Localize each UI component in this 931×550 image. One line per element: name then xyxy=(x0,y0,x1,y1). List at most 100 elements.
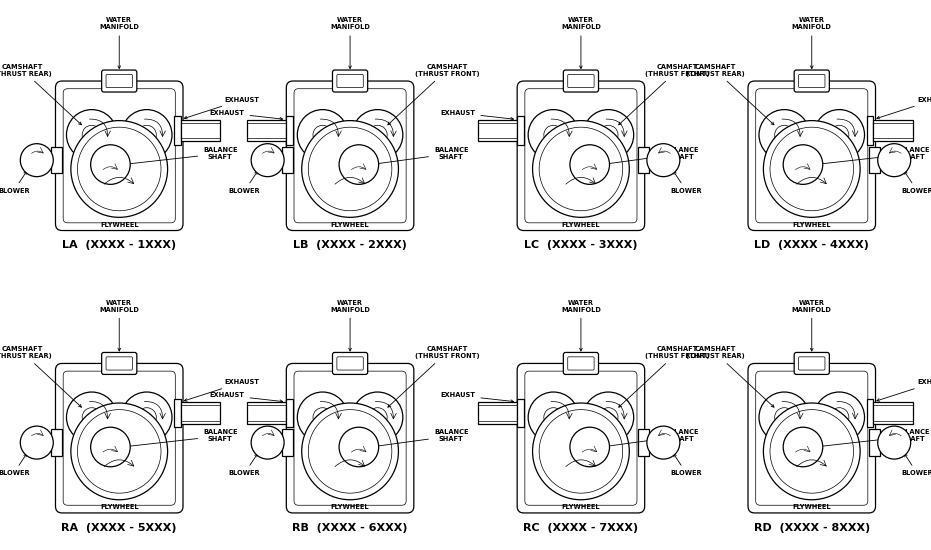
Text: BALANCE
SHAFT: BALANCE SHAFT xyxy=(374,147,468,165)
Circle shape xyxy=(20,144,53,177)
FancyBboxPatch shape xyxy=(517,116,524,145)
Text: WATER
MANIFOLD: WATER MANIFOLD xyxy=(331,17,370,69)
Text: FLYWHEEL: FLYWHEEL xyxy=(331,222,370,228)
Circle shape xyxy=(71,120,168,217)
Circle shape xyxy=(763,403,860,500)
Text: EXHAUST: EXHAUST xyxy=(209,392,283,403)
Text: RB  (XXXX - 6XXX): RB (XXXX - 6XXX) xyxy=(292,522,408,533)
Circle shape xyxy=(339,427,379,467)
Circle shape xyxy=(66,392,117,443)
Circle shape xyxy=(66,109,117,160)
FancyBboxPatch shape xyxy=(101,353,137,375)
FancyBboxPatch shape xyxy=(56,81,183,230)
FancyBboxPatch shape xyxy=(56,364,183,513)
Circle shape xyxy=(352,109,403,160)
Text: RA  (XXXX - 5XXX): RA (XXXX - 5XXX) xyxy=(61,522,177,533)
Text: FLYWHEEL: FLYWHEEL xyxy=(561,504,600,510)
FancyBboxPatch shape xyxy=(282,430,293,456)
FancyBboxPatch shape xyxy=(517,399,524,427)
FancyBboxPatch shape xyxy=(174,116,181,145)
FancyBboxPatch shape xyxy=(873,402,913,424)
FancyBboxPatch shape xyxy=(869,430,880,456)
Circle shape xyxy=(647,426,680,459)
Text: BALANCE
SHAFT: BALANCE SHAFT xyxy=(374,430,468,448)
Text: BLOWER: BLOWER xyxy=(670,172,702,194)
FancyBboxPatch shape xyxy=(332,353,368,375)
Text: BLOWER: BLOWER xyxy=(0,454,30,476)
Circle shape xyxy=(251,426,284,459)
Circle shape xyxy=(121,392,172,443)
FancyBboxPatch shape xyxy=(873,119,913,141)
FancyBboxPatch shape xyxy=(247,119,287,141)
FancyBboxPatch shape xyxy=(748,364,875,513)
FancyBboxPatch shape xyxy=(101,70,137,92)
FancyBboxPatch shape xyxy=(478,119,517,141)
FancyBboxPatch shape xyxy=(748,81,875,230)
Circle shape xyxy=(528,109,579,160)
FancyBboxPatch shape xyxy=(287,364,414,513)
FancyBboxPatch shape xyxy=(517,81,644,230)
Text: WATER
MANIFOLD: WATER MANIFOLD xyxy=(792,17,831,69)
Circle shape xyxy=(583,109,634,160)
Circle shape xyxy=(783,427,823,467)
Circle shape xyxy=(583,392,634,443)
FancyBboxPatch shape xyxy=(287,116,293,145)
Text: LB  (XXXX - 2XXX): LB (XXXX - 2XXX) xyxy=(293,240,407,250)
Text: RD  (XXXX - 8XXX): RD (XXXX - 8XXX) xyxy=(753,522,870,533)
Circle shape xyxy=(570,427,610,467)
Circle shape xyxy=(297,392,348,443)
FancyBboxPatch shape xyxy=(638,430,649,456)
FancyBboxPatch shape xyxy=(287,399,293,427)
Text: BALANCE
SHAFT: BALANCE SHAFT xyxy=(605,430,699,448)
FancyBboxPatch shape xyxy=(332,70,368,92)
Text: CAMSHAFT
(THRUST REAR): CAMSHAFT (THRUST REAR) xyxy=(0,64,81,125)
Text: EXHAUST: EXHAUST xyxy=(440,110,514,120)
Text: EXHAUST: EXHAUST xyxy=(184,97,260,119)
Circle shape xyxy=(759,109,810,160)
Text: CAMSHAFT
(THRUST REAR): CAMSHAFT (THRUST REAR) xyxy=(0,346,81,407)
Text: BALANCE
SHAFT: BALANCE SHAFT xyxy=(126,147,237,165)
Text: EXHAUST: EXHAUST xyxy=(877,379,931,402)
Text: WATER
MANIFOLD: WATER MANIFOLD xyxy=(561,17,600,69)
Text: BLOWER: BLOWER xyxy=(229,454,261,476)
Text: FLYWHEEL: FLYWHEEL xyxy=(561,222,600,228)
Text: WATER
MANIFOLD: WATER MANIFOLD xyxy=(561,300,600,351)
FancyBboxPatch shape xyxy=(247,402,287,424)
Text: BLOWER: BLOWER xyxy=(0,172,30,194)
Text: CAMSHAFT
(THRUST FRONT): CAMSHAFT (THRUST FRONT) xyxy=(388,346,479,407)
Text: FLYWHEEL: FLYWHEEL xyxy=(792,504,831,510)
Text: WATER
MANIFOLD: WATER MANIFOLD xyxy=(100,300,139,351)
FancyBboxPatch shape xyxy=(287,81,414,230)
FancyBboxPatch shape xyxy=(794,353,830,375)
FancyBboxPatch shape xyxy=(478,402,517,424)
Text: BLOWER: BLOWER xyxy=(229,172,261,194)
Text: LA  (XXXX - 1XXX): LA (XXXX - 1XXX) xyxy=(62,240,176,250)
Circle shape xyxy=(352,392,403,443)
Text: FLYWHEEL: FLYWHEEL xyxy=(331,504,370,510)
Circle shape xyxy=(759,392,810,443)
FancyBboxPatch shape xyxy=(867,116,873,145)
FancyBboxPatch shape xyxy=(181,119,221,141)
Text: LD  (XXXX - 4XXX): LD (XXXX - 4XXX) xyxy=(754,240,870,250)
Circle shape xyxy=(533,120,629,217)
Circle shape xyxy=(20,426,53,459)
Text: BALANCE
SHAFT: BALANCE SHAFT xyxy=(605,147,699,165)
Circle shape xyxy=(814,109,865,160)
FancyBboxPatch shape xyxy=(869,147,880,173)
Circle shape xyxy=(763,120,860,217)
Circle shape xyxy=(302,120,398,217)
FancyBboxPatch shape xyxy=(563,353,599,375)
Circle shape xyxy=(533,403,629,500)
Text: WATER
MANIFOLD: WATER MANIFOLD xyxy=(100,17,139,69)
Text: CAMSHAFT
(THRUST FRONT): CAMSHAFT (THRUST FRONT) xyxy=(619,64,710,125)
Text: CAMSHAFT
(THRUST FRONT): CAMSHAFT (THRUST FRONT) xyxy=(388,64,479,125)
Circle shape xyxy=(297,109,348,160)
Text: BLOWER: BLOWER xyxy=(901,454,931,476)
Text: RC  (XXXX - 7XXX): RC (XXXX - 7XXX) xyxy=(523,522,639,533)
Text: BALANCE
SHAFT: BALANCE SHAFT xyxy=(126,430,237,448)
Text: BLOWER: BLOWER xyxy=(670,454,702,476)
Text: CAMSHAFT
(THRUST FRONT): CAMSHAFT (THRUST FRONT) xyxy=(619,346,710,407)
FancyBboxPatch shape xyxy=(51,147,62,173)
FancyBboxPatch shape xyxy=(517,364,644,513)
Text: WATER
MANIFOLD: WATER MANIFOLD xyxy=(792,300,831,351)
